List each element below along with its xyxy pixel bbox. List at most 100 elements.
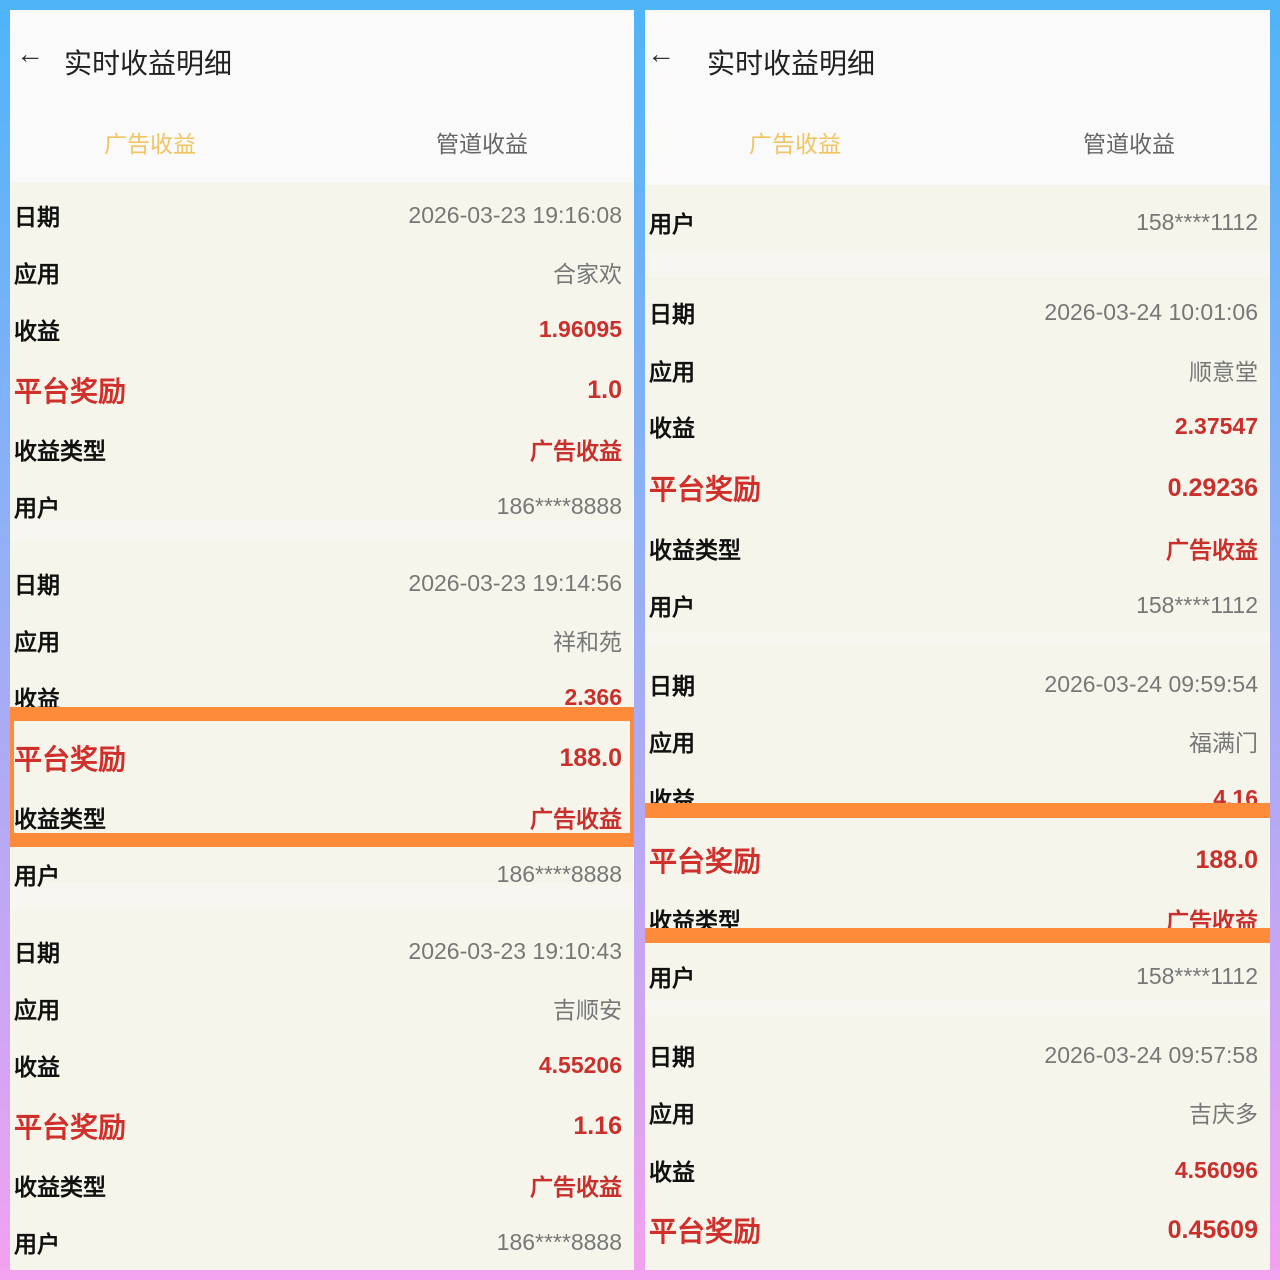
record-row-user: 用户 158****1112: [645, 585, 1270, 625]
field-label: 收益: [649, 1159, 695, 1185]
field-label: 平台奖励: [14, 744, 127, 775]
tab-ad-earnings[interactable]: 广告收益: [749, 131, 841, 157]
field-value: 186****8888: [496, 860, 622, 887]
field-label: 收益: [649, 415, 695, 441]
record-row-app: 应用 福满门: [645, 721, 1270, 761]
field-label: 收益类型: [649, 908, 741, 934]
field-value: 186****8888: [496, 1228, 622, 1255]
field-value: 合家欢: [553, 261, 622, 287]
field-value: 2026-03-24 09:59:54: [1044, 670, 1258, 697]
field-value: 吉庆多: [1189, 1101, 1258, 1127]
arrow-left-icon[interactable]: ←: [16, 38, 44, 69]
field-label: 收益: [14, 318, 60, 344]
field-value: 广告收益: [530, 806, 622, 832]
record-row-user: 用户 186****8888: [10, 1222, 634, 1262]
field-label: 应用: [649, 359, 695, 385]
field-value: 广告收益: [530, 438, 622, 464]
field-label: 用户: [14, 863, 60, 889]
record-row-platform-reward: 平台奖励 1.16: [10, 1106, 634, 1146]
field-label: 应用: [14, 629, 60, 655]
record-row-platform-reward: 平台奖励 0.45609: [645, 1210, 1270, 1250]
earnings-record-card: 日期 2026-03-24 09:59:54 应用 福满门 收益 4.16 平台…: [645, 645, 1270, 1000]
field-value: 吉顺安: [553, 997, 622, 1023]
record-row-earnings: 收益 4.55206: [10, 1045, 634, 1085]
record-row-app: 应用 吉庆多: [645, 1092, 1270, 1132]
field-label: 用户: [14, 495, 60, 521]
record-row-platform-reward: 平台奖励 0.29236: [645, 468, 1270, 508]
record-row-date: 日期 2026-03-24 09:57:58: [645, 1035, 1270, 1075]
record-row-earnings-type: 收益类型 广告收益: [645, 899, 1270, 939]
record-row-platform-reward: 平台奖励 188.0: [10, 738, 634, 778]
field-value: 2.37547: [1174, 412, 1258, 439]
field-label: 用户: [649, 211, 695, 237]
tab-ad-earnings[interactable]: 广告收益: [104, 131, 196, 157]
field-value: 188.0: [1195, 845, 1258, 874]
record-row-app: 应用 吉顺安: [10, 988, 634, 1028]
field-value: 祥和苑: [553, 629, 622, 655]
record-row-user: 用户 158****1112: [645, 956, 1270, 996]
field-label: 日期: [14, 940, 60, 966]
field-label: 用户: [649, 965, 695, 991]
field-label: 平台奖励: [14, 376, 127, 407]
record-row-app: 应用 合家欢: [10, 252, 634, 292]
field-value: 4.55206: [538, 1051, 622, 1078]
field-label: 用户: [14, 1231, 60, 1257]
field-value: 4.16: [1213, 784, 1258, 811]
arrow-left-icon[interactable]: ←: [647, 38, 675, 69]
field-label: 日期: [649, 673, 695, 699]
field-label: 收益类型: [14, 1174, 106, 1200]
field-label: 日期: [14, 204, 60, 230]
field-value: 1.16: [573, 1111, 622, 1140]
tab-channel-earnings[interactable]: 管道收益: [436, 131, 528, 157]
tab-channel-earnings[interactable]: 管道收益: [1083, 131, 1175, 157]
field-label: 应用: [649, 1101, 695, 1127]
field-label: 应用: [649, 730, 695, 756]
field-value: 0.29236: [1167, 473, 1258, 502]
field-label: 收益: [14, 1054, 60, 1080]
field-value: 2026-03-24 10:01:06: [1044, 298, 1258, 325]
record-row-earnings-type: 收益类型 广告收益: [10, 1165, 634, 1205]
app-header: ← 实时收益明细广告收益 管道收益: [10, 10, 634, 190]
field-value: 0.45609: [1167, 1215, 1258, 1244]
field-label: 平台奖励: [649, 1216, 762, 1247]
record-row-date: 日期 2026-03-23 19:16:08: [10, 195, 634, 235]
earnings-record-card: 日期 2026-03-23 19:14:56 应用 祥和苑 收益 2.366 平…: [10, 540, 634, 889]
record-row-earnings: 收益 4.16: [645, 778, 1270, 818]
field-value: 2026-03-23 19:10:43: [408, 937, 622, 964]
field-value: 广告收益: [530, 1174, 622, 1200]
field-value: 158****1112: [1136, 591, 1258, 618]
earnings-record-card: 日期 2026-03-24 10:01:06 应用 顺意堂 收益 2.37547…: [645, 275, 1270, 633]
record-row-earnings-type: 收益类型 广告收益: [10, 797, 634, 837]
record-row-earnings: 收益 4.56096: [645, 1150, 1270, 1190]
field-label: 用户: [649, 594, 695, 620]
field-label: 日期: [649, 1044, 695, 1070]
record-row-date: 日期 2026-03-23 19:14:56: [10, 563, 634, 603]
record-row-earnings: 收益 2.37547: [645, 406, 1270, 446]
field-label: 应用: [14, 997, 60, 1023]
left-screenshot-panel: ← 实时收益明细 广告收益 管道收益 日期 2026-03-23 19:16:08 …: [10, 10, 634, 1270]
field-value: 福满门: [1189, 730, 1258, 756]
record-row-date: 日期 2026-03-24 09:59:54: [645, 664, 1270, 704]
field-value: 2026-03-23 19:16:08: [408, 201, 622, 228]
field-value: 1.96095: [538, 315, 622, 342]
field-label: 收益类型: [14, 806, 106, 832]
field-value: 1.0: [587, 375, 622, 404]
field-label: 日期: [14, 572, 60, 598]
field-label: 平台奖励: [649, 474, 762, 505]
record-row-platform-reward: 平台奖励 188.0: [645, 840, 1270, 880]
record-row-user: 用户 186****8888: [10, 854, 634, 894]
field-label: 收益: [649, 787, 695, 813]
earnings-record-card: 日期 2026-03-23 19:10:43 应用 吉顺安 收益 4.55206…: [10, 910, 634, 1270]
record-row-earnings: 收益 1.96095: [10, 309, 634, 349]
field-value: 158****1112: [1136, 962, 1258, 989]
field-value: 158****1112: [1136, 208, 1258, 235]
page-title: 实时收益明细: [64, 48, 233, 79]
record-row-earnings-type: 收益类型 广告收益: [645, 528, 1270, 568]
field-value: 广告收益: [1166, 908, 1258, 934]
record-row-user: 用户 158****1112: [645, 202, 1270, 242]
field-value: 188.0: [559, 743, 622, 772]
field-value: 广告收益: [1166, 537, 1258, 563]
field-value: 2026-03-24 09:57:58: [1044, 1041, 1258, 1068]
field-label: 应用: [14, 261, 60, 287]
record-row-date: 日期 2026-03-23 19:10:43: [10, 931, 634, 971]
